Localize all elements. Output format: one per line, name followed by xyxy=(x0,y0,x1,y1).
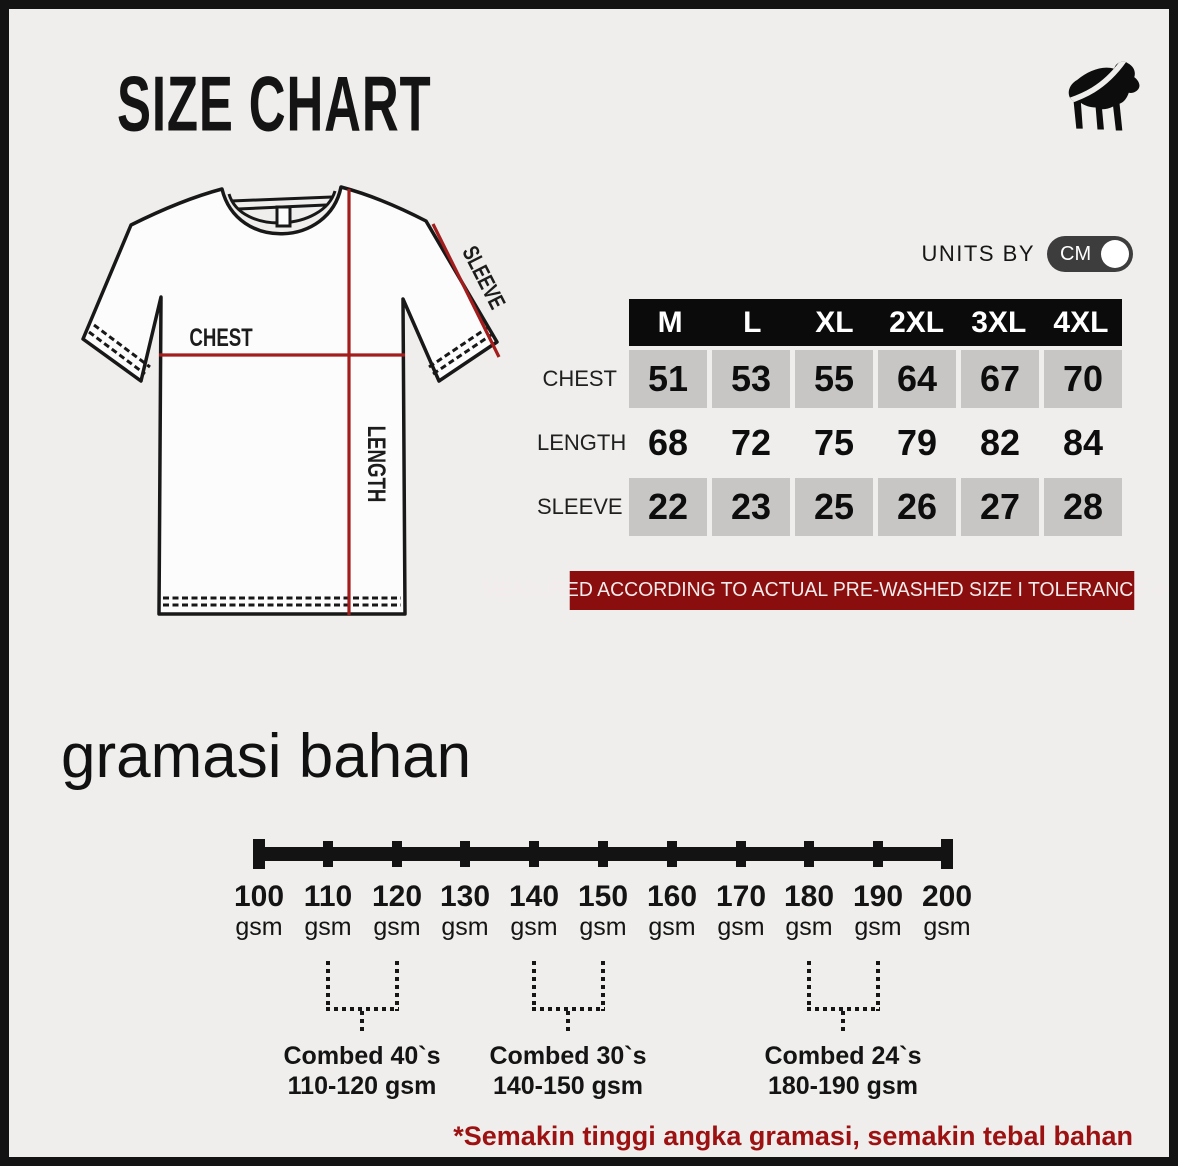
ruler-endcap xyxy=(941,839,953,869)
scale-label-100: 100 gsm xyxy=(233,880,285,942)
ruler-endcap xyxy=(253,839,265,869)
tshirt-diagram: CHEST LENGTH SLEEVE xyxy=(81,185,509,616)
ruler-tick xyxy=(460,841,470,867)
col-header: L xyxy=(743,305,762,339)
combed-40s-label: Combed 40`s 110-120 gsm xyxy=(283,1042,441,1100)
cell: 23 xyxy=(712,478,790,536)
scale-label-130: 130 gsm xyxy=(439,880,491,942)
scale-label-200: 200 gsm xyxy=(921,880,973,942)
cell: 53 xyxy=(712,350,790,408)
col-header: 3XL xyxy=(971,305,1027,339)
scale-label-180: 180 gsm xyxy=(783,880,835,942)
row-label: SLEEVE xyxy=(537,494,623,519)
table-row-length: LENGTH 68 72 75 79 82 84 xyxy=(537,414,1122,472)
bracket-110-120 xyxy=(326,961,399,1011)
scale-label-160: 160 gsm xyxy=(646,880,698,942)
table-row-chest: CHEST 51 53 55 64 67 70 xyxy=(537,350,1122,408)
chest-label: CHEST xyxy=(189,323,253,351)
cell: 55 xyxy=(795,350,873,408)
cell: 75 xyxy=(813,422,855,463)
col-header: 4XL xyxy=(1053,305,1109,339)
ruler-tick xyxy=(804,841,814,867)
ruler-tick xyxy=(873,841,883,867)
row-cells: 68 72 75 79 82 84 xyxy=(629,414,1122,472)
hang-tab xyxy=(275,205,292,228)
units-toggle-value: CM xyxy=(1060,242,1092,265)
col-header: M xyxy=(657,305,683,339)
bracket-180-190 xyxy=(807,961,880,1011)
gorilla-body xyxy=(1068,61,1140,131)
scale-label-120: 120 gsm xyxy=(371,880,423,942)
combed-24s-label: Combed 24`s 180-190 gsm xyxy=(764,1042,922,1100)
gorilla-stripe xyxy=(1068,61,1128,108)
combed-30s-label: Combed 30`s 140-150 gsm xyxy=(489,1042,647,1100)
cell: 64 xyxy=(878,350,956,408)
row-label: CHEST xyxy=(542,366,617,391)
bracket-stem xyxy=(566,1011,570,1035)
col-header: XL xyxy=(815,305,854,339)
ruler-tick xyxy=(323,841,333,867)
cell: 28 xyxy=(1044,478,1122,536)
cell: 72 xyxy=(730,422,772,463)
cell: 79 xyxy=(896,422,938,463)
units-toggle-knob[interactable] xyxy=(1101,240,1129,268)
scale-label-110: 110 gsm xyxy=(303,880,353,942)
cell: 22 xyxy=(629,478,707,536)
bracket-stem xyxy=(841,1011,845,1035)
cell: 51 xyxy=(629,350,707,408)
cell: 67 xyxy=(961,350,1039,408)
bracket-140-150 xyxy=(532,961,605,1011)
cell: 84 xyxy=(1062,422,1104,463)
length-label: LENGTH xyxy=(362,426,390,503)
row-cells: 22 23 25 26 27 28 xyxy=(629,478,1122,536)
tshirt-outline xyxy=(81,185,499,616)
gorilla-logo-icon xyxy=(1068,61,1140,131)
row-label: LENGTH xyxy=(537,430,627,455)
tolerance-banner: MEASURED ACCORDING TO ACTUAL PRE-WASHED … xyxy=(483,571,1169,610)
ruler-tick xyxy=(392,841,402,867)
size-table-header: M L XL 2XL 3XL 4XL xyxy=(629,299,1122,346)
units-toggle[interactable]: CM xyxy=(1047,236,1133,272)
col-header: 2XL xyxy=(889,305,945,339)
gramasi-footnote: *Semakin tinggi angka gramasi, semakin t… xyxy=(453,1121,1133,1151)
ruler-tick xyxy=(736,841,746,867)
gramasi-heading: gramasi bahan xyxy=(61,722,472,791)
sleeve-line xyxy=(431,223,501,358)
cell: 82 xyxy=(979,422,1021,463)
cell: 25 xyxy=(795,478,873,536)
scale-label-150: 150 gsm xyxy=(577,880,629,942)
measurement-lines xyxy=(159,189,501,615)
ruler-tick xyxy=(529,841,539,867)
cell: 70 xyxy=(1044,350,1122,408)
scale-label-190: 190 gsm xyxy=(852,880,904,942)
ruler-tick xyxy=(598,841,608,867)
row-cells: 51 53 55 64 67 70 xyxy=(629,350,1122,408)
units-by-label: UNITS BY xyxy=(921,241,1035,266)
stitching xyxy=(88,323,492,607)
cell: 68 xyxy=(647,422,689,463)
ruler-tick xyxy=(667,841,677,867)
cell: 26 xyxy=(878,478,956,536)
units-row: UNITS BY CM xyxy=(922,236,1133,272)
page-title: SIZE CHART xyxy=(117,60,432,148)
scale-label-170: 170 gsm xyxy=(715,880,767,942)
collar-back-seam xyxy=(230,195,333,203)
bracket-stem xyxy=(360,1011,364,1035)
scale-label-140: 140 gsm xyxy=(508,880,560,942)
cell: 27 xyxy=(961,478,1039,536)
table-row-sleeve: SLEEVE 22 23 25 26 27 28 xyxy=(537,478,1122,536)
